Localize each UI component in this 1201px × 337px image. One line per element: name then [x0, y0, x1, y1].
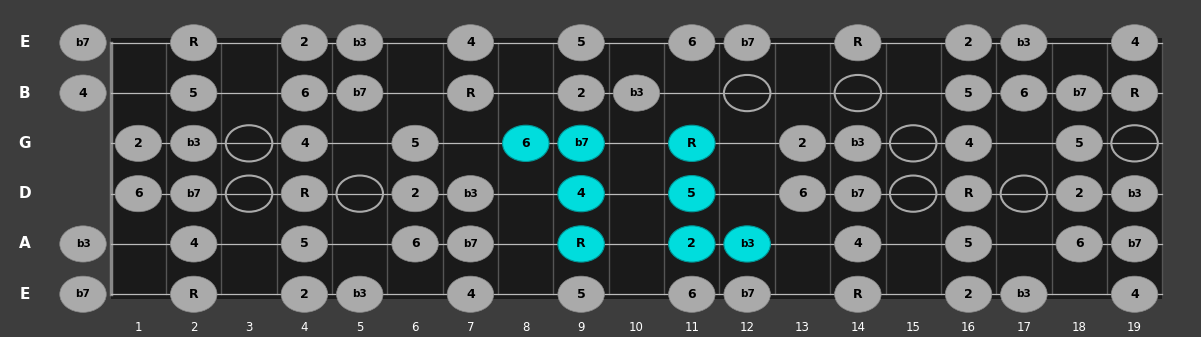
Text: b7: b7: [76, 38, 90, 48]
Ellipse shape: [281, 226, 328, 262]
Text: R: R: [853, 36, 862, 49]
Text: 5: 5: [190, 87, 198, 99]
Text: 6: 6: [799, 187, 807, 200]
Ellipse shape: [558, 75, 604, 111]
Text: 2: 2: [411, 187, 419, 200]
Text: R: R: [299, 187, 309, 200]
Text: b7: b7: [1128, 239, 1142, 249]
Text: 4: 4: [300, 321, 309, 334]
Text: E: E: [19, 287, 30, 302]
Text: 6: 6: [687, 288, 697, 301]
Text: 15: 15: [906, 321, 921, 334]
Text: G: G: [19, 136, 31, 151]
Text: 4: 4: [78, 87, 88, 99]
Ellipse shape: [1111, 25, 1158, 61]
Text: b3: b3: [186, 139, 201, 148]
Ellipse shape: [724, 25, 770, 61]
Ellipse shape: [1111, 276, 1158, 312]
Ellipse shape: [281, 75, 328, 111]
Text: R: R: [576, 238, 586, 250]
Ellipse shape: [171, 176, 217, 212]
Text: R: R: [853, 288, 862, 301]
Ellipse shape: [669, 276, 715, 312]
Text: 16: 16: [961, 321, 976, 334]
Ellipse shape: [115, 125, 162, 161]
Ellipse shape: [945, 176, 992, 212]
Text: b3: b3: [464, 189, 478, 198]
Ellipse shape: [835, 176, 882, 212]
Ellipse shape: [724, 276, 770, 312]
Text: 6: 6: [1075, 238, 1083, 250]
Text: 12: 12: [740, 321, 754, 334]
Text: 4: 4: [1130, 36, 1139, 49]
Ellipse shape: [60, 75, 106, 111]
Ellipse shape: [558, 276, 604, 312]
Text: 4: 4: [300, 137, 309, 150]
Text: E: E: [19, 35, 30, 50]
Text: B: B: [19, 86, 31, 100]
Text: 6: 6: [1020, 87, 1028, 99]
Text: 4: 4: [576, 187, 586, 200]
FancyBboxPatch shape: [110, 38, 1163, 299]
Ellipse shape: [281, 25, 328, 61]
Text: 18: 18: [1071, 321, 1087, 334]
Text: b7: b7: [76, 289, 90, 299]
Ellipse shape: [835, 25, 882, 61]
Ellipse shape: [447, 226, 494, 262]
Ellipse shape: [1111, 75, 1158, 111]
Text: b7: b7: [464, 239, 478, 249]
Text: 5: 5: [411, 137, 419, 150]
Ellipse shape: [558, 176, 604, 212]
Ellipse shape: [669, 25, 715, 61]
Text: 2: 2: [799, 137, 807, 150]
Text: 8: 8: [522, 321, 530, 334]
Ellipse shape: [392, 226, 438, 262]
Ellipse shape: [447, 276, 494, 312]
Ellipse shape: [171, 276, 217, 312]
Text: b3: b3: [850, 139, 865, 148]
Text: 4: 4: [466, 288, 474, 301]
Text: 17: 17: [1016, 321, 1032, 334]
Text: 10: 10: [629, 321, 644, 334]
Text: 2: 2: [300, 36, 309, 49]
Text: 3: 3: [245, 321, 252, 334]
Text: 6: 6: [521, 137, 530, 150]
Text: 6: 6: [135, 187, 143, 200]
Ellipse shape: [171, 75, 217, 111]
Text: 5: 5: [576, 36, 586, 49]
Ellipse shape: [724, 226, 770, 262]
Ellipse shape: [1000, 25, 1047, 61]
Ellipse shape: [558, 25, 604, 61]
Text: b3: b3: [629, 88, 644, 98]
Ellipse shape: [60, 276, 106, 312]
Text: R: R: [466, 87, 476, 99]
Text: b3: b3: [1128, 189, 1142, 198]
Ellipse shape: [835, 276, 882, 312]
Text: b7: b7: [186, 189, 201, 198]
Text: 2: 2: [964, 36, 973, 49]
Ellipse shape: [336, 75, 383, 111]
Text: 6: 6: [687, 36, 697, 49]
Text: 6: 6: [411, 238, 419, 250]
Text: R: R: [189, 36, 198, 49]
Ellipse shape: [502, 125, 549, 161]
Text: b3: b3: [1016, 289, 1032, 299]
Ellipse shape: [60, 25, 106, 61]
Text: 5: 5: [300, 238, 309, 250]
Ellipse shape: [1111, 226, 1158, 262]
Ellipse shape: [171, 125, 217, 161]
Ellipse shape: [779, 125, 826, 161]
Text: R: R: [189, 288, 198, 301]
Text: 5: 5: [687, 187, 697, 200]
Text: 2: 2: [687, 238, 697, 250]
Ellipse shape: [945, 25, 992, 61]
Ellipse shape: [669, 226, 715, 262]
Text: R: R: [1130, 87, 1140, 99]
Text: D: D: [18, 186, 31, 201]
Ellipse shape: [281, 276, 328, 312]
Ellipse shape: [669, 176, 715, 212]
Text: 6: 6: [411, 321, 419, 334]
Ellipse shape: [60, 226, 106, 262]
Ellipse shape: [336, 25, 383, 61]
